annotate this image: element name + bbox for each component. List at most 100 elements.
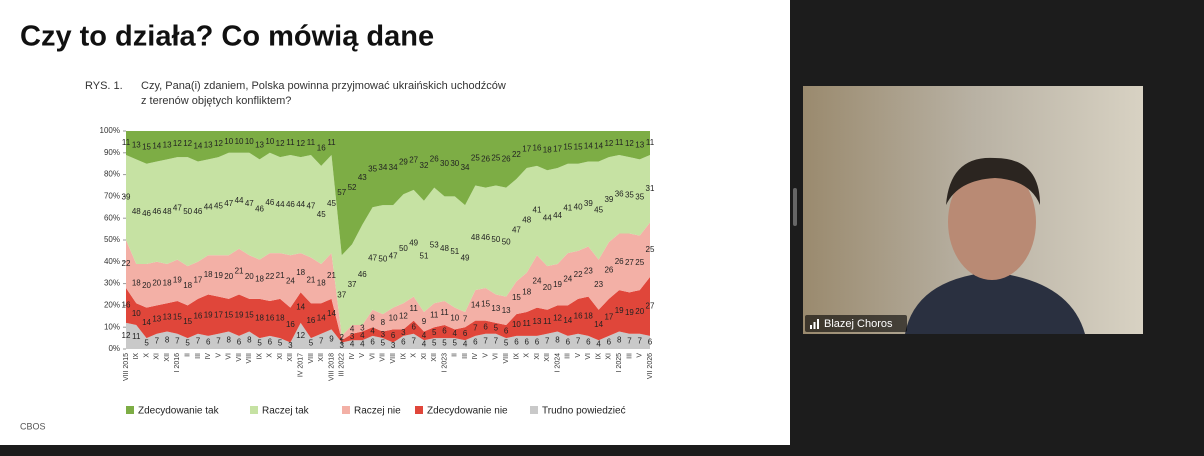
data-label: 18 [543,146,552,155]
data-label: 25 [635,258,644,267]
x-tick-label: VI [585,353,592,360]
x-tick-label: XI [606,353,613,360]
x-tick-label: IX [595,353,602,360]
data-label: 22 [512,150,521,159]
data-label: 52 [348,183,357,192]
data-label: 47 [306,201,315,210]
area [126,322,650,349]
data-label: 51 [420,251,429,260]
source: CBOS [20,421,46,431]
data-label: 50 [491,235,500,244]
data-label: 20 [245,272,254,281]
data-label: 31 [646,184,655,193]
data-label: 16 [265,314,274,323]
video-tile: Blazej Choros [803,86,1143,334]
data-label: 6 [514,338,519,347]
data-label: 7 [637,336,642,345]
x-tick-label: X [267,353,274,358]
data-label: 3 [360,323,365,332]
data-label: 9 [329,334,334,343]
data-label: 43 [358,173,367,182]
data-label: 40 [574,202,583,211]
data-label: 10 [132,309,141,318]
x-tick-label: X [411,353,418,358]
data-label: 6 [411,322,416,331]
data-label: 36 [615,189,624,198]
x-tick-label: XII [164,353,171,362]
x-tick-label: XI [421,353,428,360]
data-label: 13 [533,317,542,326]
data-label: 34 [461,163,470,172]
data-label: 27 [625,258,634,267]
scroll-handle[interactable] [793,188,797,226]
signal-icon [817,319,819,329]
data-label: 47 [368,254,377,263]
data-label: 24 [563,274,572,283]
data-label: 16 [533,144,542,153]
data-label: 6 [370,338,375,347]
person-head [948,164,1036,280]
data-label: 41 [533,206,542,215]
data-label: 4 [422,340,427,349]
data-label: 44 [276,200,285,209]
data-label: 46 [255,205,264,214]
data-label: 20 [224,272,233,281]
data-label: 17 [522,145,531,154]
data-label: 16 [317,144,326,153]
data-label: 8 [381,318,386,327]
x-tick-label: V [575,353,582,358]
data-label: 18 [317,279,326,288]
data-label: 14 [584,141,593,150]
data-label: 5 [453,339,458,348]
data-label: 35 [625,190,634,199]
x-tick-label: VIII [390,353,397,364]
data-label: 21 [235,267,244,276]
x-tick-label: XII [287,353,294,362]
data-label: 6 [442,327,447,336]
y-tick-label: 80% [104,170,120,179]
y-tick-label: 40% [104,257,120,266]
data-label: 23 [594,280,603,289]
data-label: 12 [183,139,192,148]
data-label: 4 [360,340,365,349]
data-label: 3 [350,332,355,341]
data-label: 13 [491,304,500,313]
legend-label: Zdecydowanie nie [427,406,508,417]
data-label: 6 [535,338,540,347]
area [126,222,650,341]
data-label: 14 [142,318,151,327]
data-label: 47 [512,225,521,234]
y-tick-label: 70% [104,192,120,201]
data-label: 8 [555,335,560,344]
data-label: 11 [646,138,655,147]
x-tick-label: I 2023 [441,353,448,373]
data-label: 12 [553,314,562,323]
data-label: 48 [440,244,449,253]
data-label: 7 [483,336,488,345]
data-label: 12 [276,139,285,148]
data-label: 6 [607,338,612,347]
data-label: 5 [494,323,499,332]
data-label: 12 [173,139,182,148]
data-label: 19 [625,308,634,317]
x-tick-label: V [215,353,222,358]
data-label: 53 [430,241,439,250]
data-label: 20 [152,279,161,288]
data-label: 48 [132,207,141,216]
data-label: 13 [152,315,161,324]
data-label: 10 [389,314,398,323]
data-label: 7 [411,336,416,345]
data-label: 18 [163,279,172,288]
data-label: 5 [432,339,437,348]
data-label: 13 [204,140,213,149]
data-label: 5 [185,339,190,348]
signal-icon [810,325,812,329]
data-label: 3 [381,330,386,339]
data-label: 6 [268,338,273,347]
data-label: 18 [204,270,213,279]
data-label: 11 [543,317,552,326]
x-tick-label: IV 2017 [298,353,305,377]
data-label: 17 [604,312,613,321]
data-label: 13 [132,140,141,149]
data-label: 11 [286,138,295,147]
